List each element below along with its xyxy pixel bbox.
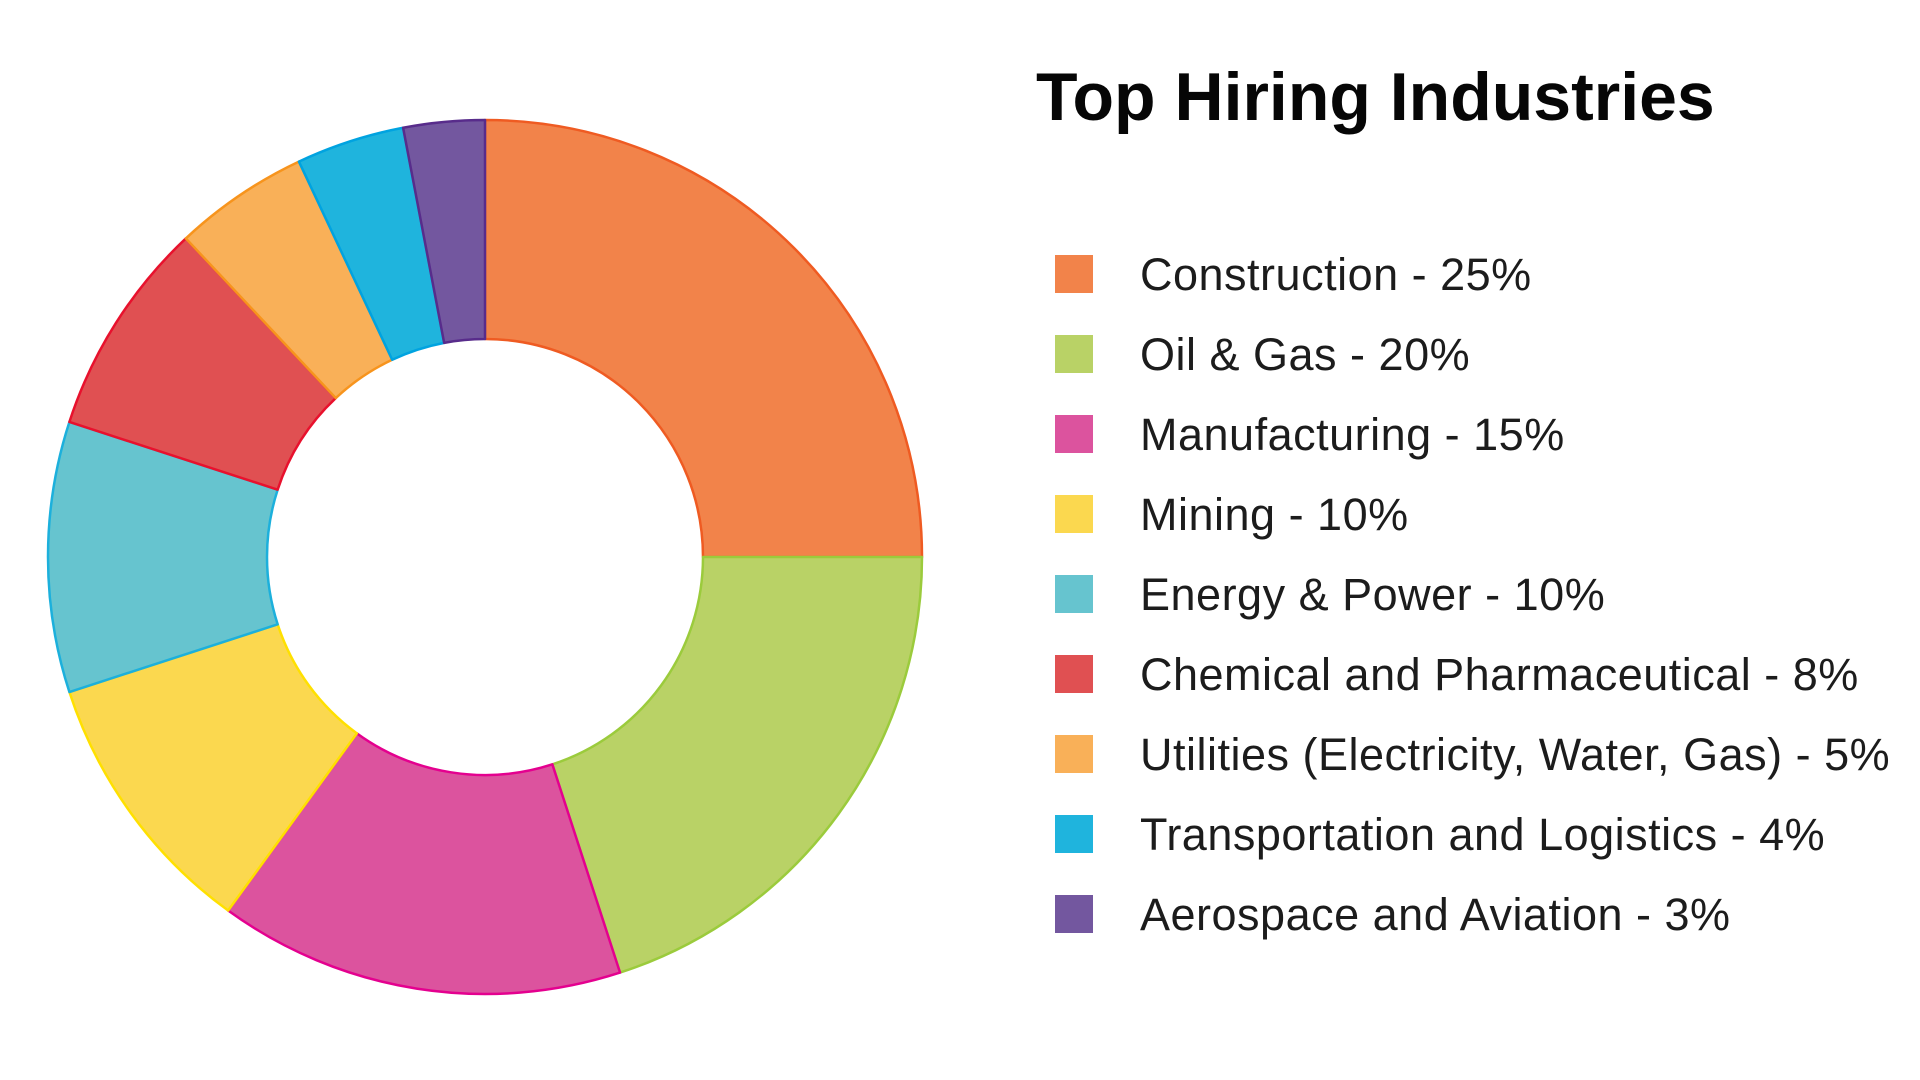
legend-swatch-mining [1055,495,1093,533]
pie-slice-oil-gas [551,555,924,974]
pie-slice-manufacturing [226,732,622,996]
legend-item-transportation-and-logistics: Transportation and Logistics - 4% [1055,812,1890,857]
pie-slice-aerospace-and-aviation [401,118,487,345]
legend-swatch-chemical-and-pharmaceutical [1055,655,1093,693]
legend-item-aerospace-and-aviation: Aerospace and Aviation - 3% [1055,892,1890,937]
pie-slice-construction [483,118,924,559]
legend-item-energy-power: Energy & Power - 10% [1055,572,1890,617]
legend-swatch-energy-power [1055,575,1093,613]
legend-label: Mining - 10% [1140,488,1409,540]
legend-swatch-construction [1055,255,1093,293]
chart-title: Top Hiring Industries [1036,59,1715,135]
legend-swatch-manufacturing [1055,415,1093,453]
legend-item-chemical-and-pharmaceutical: Chemical and Pharmaceutical - 8% [1055,652,1890,697]
chart-legend: Construction - 25% Oil & Gas - 20% Manufac… [1055,252,1890,975]
legend-item-mining: Mining - 10% [1055,492,1890,537]
legend-label: Oil & Gas - 20% [1140,328,1471,380]
legend-swatch-aerospace-and-aviation [1055,895,1093,933]
legend-swatch-utilities-electricity-water-gas [1055,735,1093,773]
legend-item-construction: Construction - 25% [1055,252,1890,297]
legend-item-oil-gas: Oil & Gas - 20% [1055,332,1890,377]
legend-label: Aerospace and Aviation - 3% [1140,888,1731,940]
legend-item-utilities-electricity-water-gas: Utilities (Electricity, Water, Gas) - 5% [1055,732,1890,777]
legend-swatch-oil-gas [1055,335,1093,373]
legend-label: Chemical and Pharmaceutical - 8% [1140,648,1859,700]
legend-label: Transportation and Logistics - 4% [1140,808,1826,860]
legend-label: Energy & Power - 10% [1140,568,1606,620]
legend-label: Construction - 25% [1140,248,1532,300]
legend-label: Utilities (Electricity, Water, Gas) - 5% [1140,728,1891,780]
legend-item-manufacturing: Manufacturing - 15% [1055,412,1890,457]
legend-swatch-transportation-and-logistics [1055,815,1093,853]
legend-label: Manufacturing - 15% [1140,408,1565,460]
